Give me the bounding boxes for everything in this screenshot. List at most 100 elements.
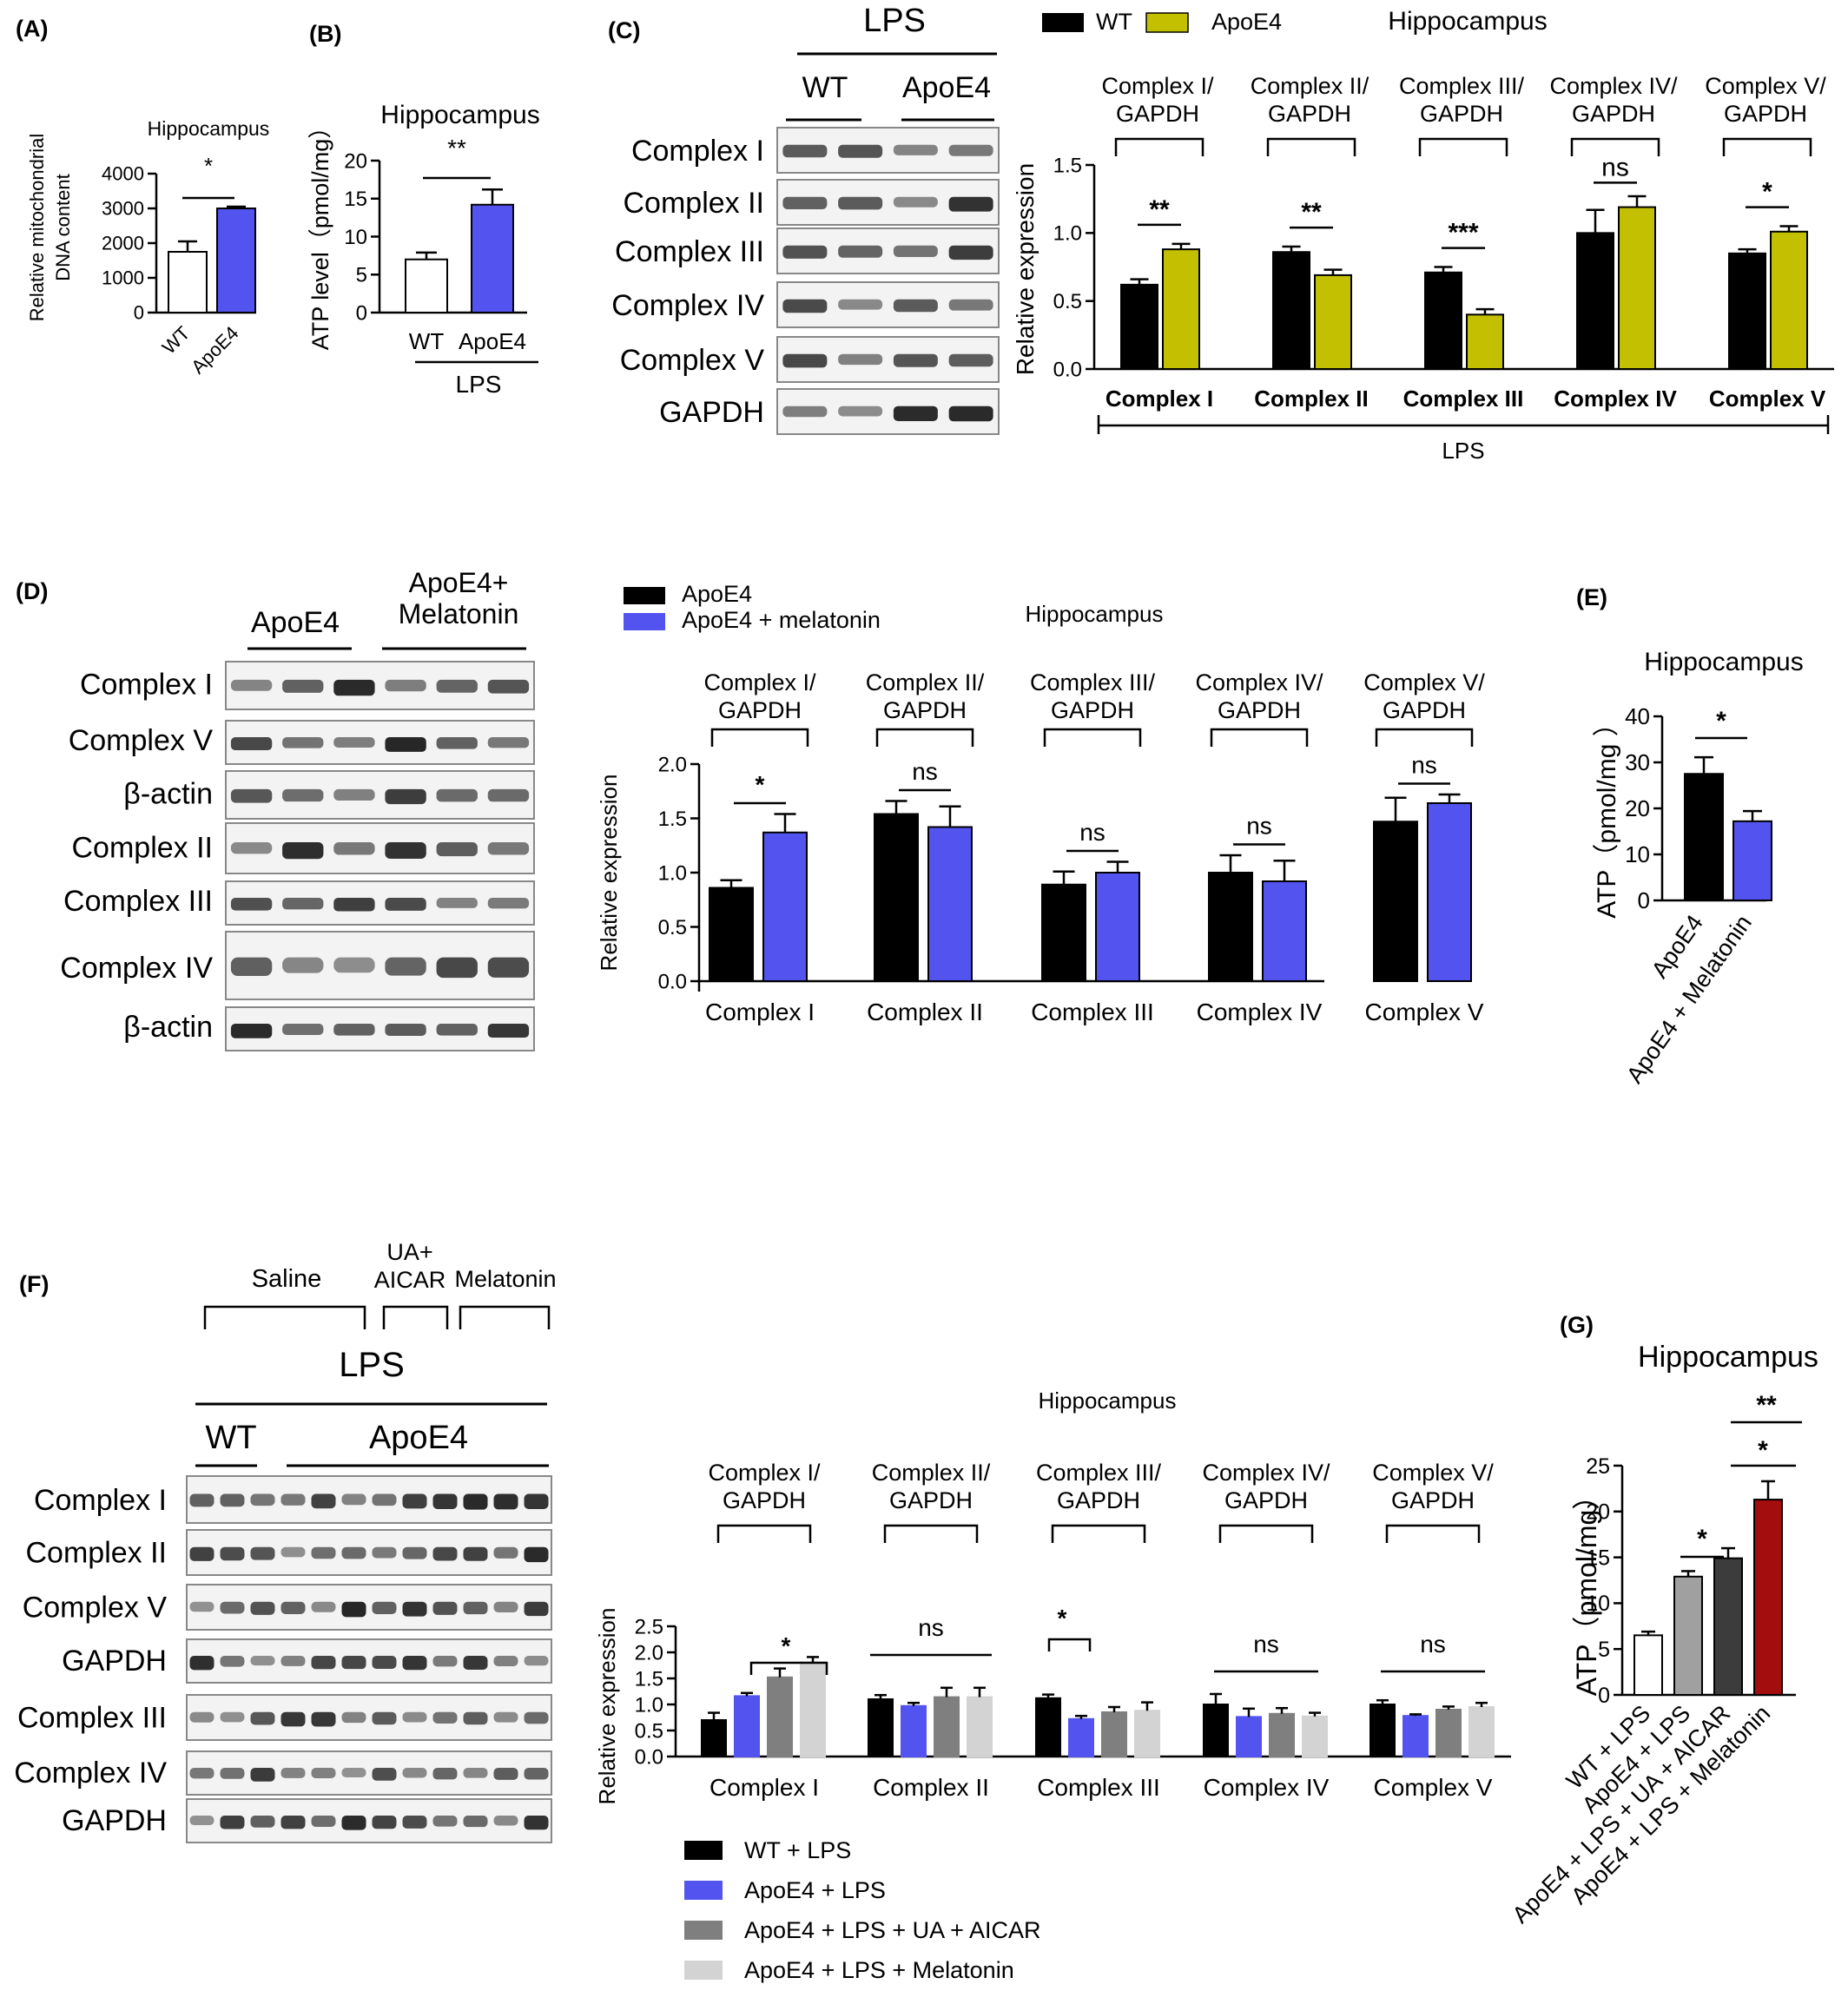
blot-strip (225, 770, 535, 820)
blot-group-label: ApoE4 (902, 71, 991, 104)
panel-label: (B) (309, 21, 341, 47)
sig-bracket (1047, 1638, 1092, 1651)
significance-marker: ** (1301, 198, 1322, 227)
blot-band (432, 1601, 458, 1615)
blot-band (250, 1711, 275, 1725)
y-axis-label: ATP level（pmol/mg） (307, 115, 333, 351)
blot-group-label: WT (205, 1420, 256, 1456)
pair-bracket (1051, 1524, 1146, 1543)
chart-title: Hippocampus (1388, 7, 1547, 36)
blot-band (385, 737, 426, 752)
significance-marker: ** (447, 135, 466, 162)
blot-row-label: Complex III (615, 235, 764, 268)
blot-band (493, 1711, 518, 1723)
blot-band (524, 1656, 549, 1666)
blot-band (341, 1768, 366, 1778)
blot-band (493, 1768, 518, 1780)
blot-band (432, 1711, 458, 1724)
group-label: LPS (456, 371, 502, 398)
blot-band (524, 1546, 549, 1563)
blot-band (230, 788, 273, 803)
y-tick-label: 1.0 (1053, 222, 1082, 246)
blot-row-label: Complex IV (611, 289, 764, 322)
blot-band (436, 842, 478, 857)
blot-band (189, 1601, 214, 1612)
blot-strip (186, 1638, 552, 1684)
pair-label: GAPDH (1383, 697, 1466, 723)
blot-band (282, 957, 324, 973)
blot-band (487, 898, 530, 909)
x-tick-label: Complex I (1106, 386, 1213, 412)
legend-label: ApoE4 + LPS + Melatonin (744, 1957, 1014, 1983)
blot-band (782, 405, 828, 418)
significance-marker: * (1758, 1436, 1768, 1465)
blot-row-label: β-actin (123, 1011, 213, 1044)
blot-band (341, 1656, 366, 1670)
y-tick-label: 40 (1625, 703, 1650, 729)
significance-marker: ns (1246, 813, 1272, 840)
bar (1134, 1710, 1160, 1757)
pair-label: GAPDH (883, 697, 967, 723)
blot-band (372, 1656, 397, 1669)
blot-row-label: β-actin (123, 777, 213, 810)
bar (1035, 1697, 1061, 1758)
pair-bracket (1570, 137, 1660, 156)
blot-row-label: Complex II (26, 1536, 168, 1569)
x-tick-label: Complex V (1374, 1774, 1493, 1801)
x-tick-label: Complex I (710, 1774, 819, 1801)
bar (1041, 883, 1086, 982)
blot-band (782, 353, 828, 368)
pair-label: Complex II/ (1251, 73, 1370, 99)
bar (1095, 872, 1140, 982)
blot-band (463, 1711, 488, 1725)
bar (1262, 880, 1307, 982)
blot-band (838, 405, 883, 417)
x-tick-label: Complex III (1031, 999, 1154, 1025)
pair-label: Complex V/ (1372, 1460, 1494, 1486)
blot-band (385, 679, 426, 692)
blot-band (333, 898, 375, 912)
blot-band (402, 1711, 427, 1723)
blot-band (250, 1601, 275, 1615)
bar (1618, 206, 1656, 370)
western-blots (186, 52, 1000, 1843)
treatment-label: AICAR (374, 1267, 446, 1293)
y-tick-label: 2.0 (635, 1641, 663, 1665)
panel-label: (E) (1576, 584, 1607, 610)
treatment-bracket (203, 1305, 366, 1329)
y-tick-label: 10 (1586, 1592, 1610, 1616)
blot-row-label: Complex II (72, 831, 214, 864)
y-tick-label: 20 (1586, 1500, 1610, 1525)
blot-band (280, 1711, 306, 1727)
pair-bracket (1722, 137, 1812, 156)
pair-label: GAPDH (723, 1487, 806, 1513)
blot-band (230, 842, 273, 854)
blot-band (487, 1024, 530, 1038)
chart-title: Hippocampus (1644, 648, 1803, 676)
legend-label: WT (1096, 9, 1132, 35)
blot-band (282, 898, 324, 910)
x-tick-label: ApoE4 (187, 322, 242, 378)
blot-header: LPS (339, 1346, 405, 1384)
blot-band (487, 788, 530, 802)
blot-strip (225, 1006, 535, 1051)
blot-band (220, 1546, 245, 1561)
y-tick-label: 2.5 (635, 1615, 663, 1638)
y-tick-label: 1.5 (635, 1667, 663, 1691)
y-tick-label: 2000 (102, 233, 144, 254)
x-tick-label: Complex IV (1204, 1774, 1330, 1801)
blot-band (385, 898, 426, 911)
bar (1728, 252, 1766, 371)
blot-band (282, 1024, 324, 1035)
y-tick-label: 0 (1638, 887, 1650, 913)
chart-title: Hippocampus (1039, 1388, 1177, 1414)
bar (1120, 283, 1158, 370)
blot-group-label: Melatonin (399, 598, 519, 630)
y-tick-label: 15 (344, 188, 367, 211)
blot-band (782, 299, 828, 313)
bar (1162, 248, 1200, 370)
group-line (1097, 415, 1830, 434)
pair-label: GAPDH (1420, 101, 1503, 127)
blot-strip (225, 880, 535, 926)
bar (405, 258, 448, 313)
